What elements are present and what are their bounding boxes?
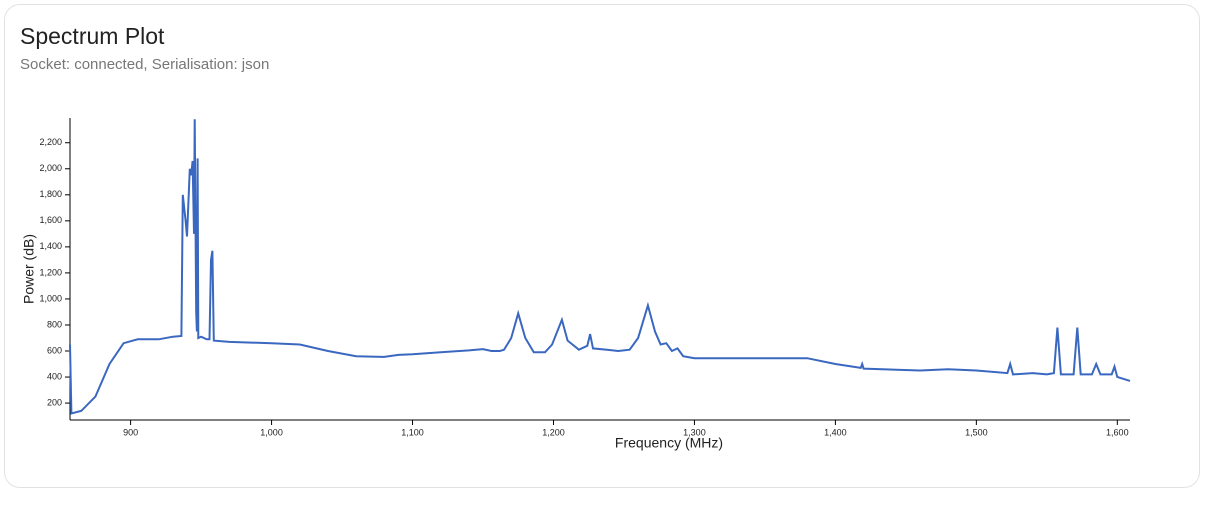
y-tick-label: 600 [47,345,62,355]
y-tick-label: 1,200 [39,267,62,277]
x-tick-label: 1,100 [401,427,424,437]
card-subtitle: Socket: connected, Serialisation: json [20,56,270,73]
x-tick-label: 900 [123,427,138,437]
x-tick-label: 1,300 [683,427,706,437]
spectrum-line [69,119,1131,415]
x-tick-label: 1,400 [824,427,847,437]
x-axis-label: Frequency (MHz) [615,435,723,451]
card: Spectrum Plot Socket: connected, Seriali… [4,4,1200,488]
y-tick-label: 800 [47,319,62,329]
x-tick-label: 1,500 [965,427,988,437]
y-tick-label: 200 [47,397,62,407]
y-tick-label: 1,600 [39,215,62,225]
y-tick-label: 2,200 [39,137,62,147]
y-tick-label: 400 [47,371,62,381]
y-tick-label: 1,800 [39,189,62,199]
x-tick-label: 1,000 [260,427,283,437]
x-tick-label: 1,600 [1106,427,1129,437]
y-axis-label: Power (dB) [21,234,37,304]
y-tick-label: 1,400 [39,241,62,251]
y-tick-label: 2,000 [39,163,62,173]
card-title: Spectrum Plot [20,23,165,49]
x-tick-label: 1,200 [542,427,565,437]
y-tick-label: 1,000 [39,293,62,303]
